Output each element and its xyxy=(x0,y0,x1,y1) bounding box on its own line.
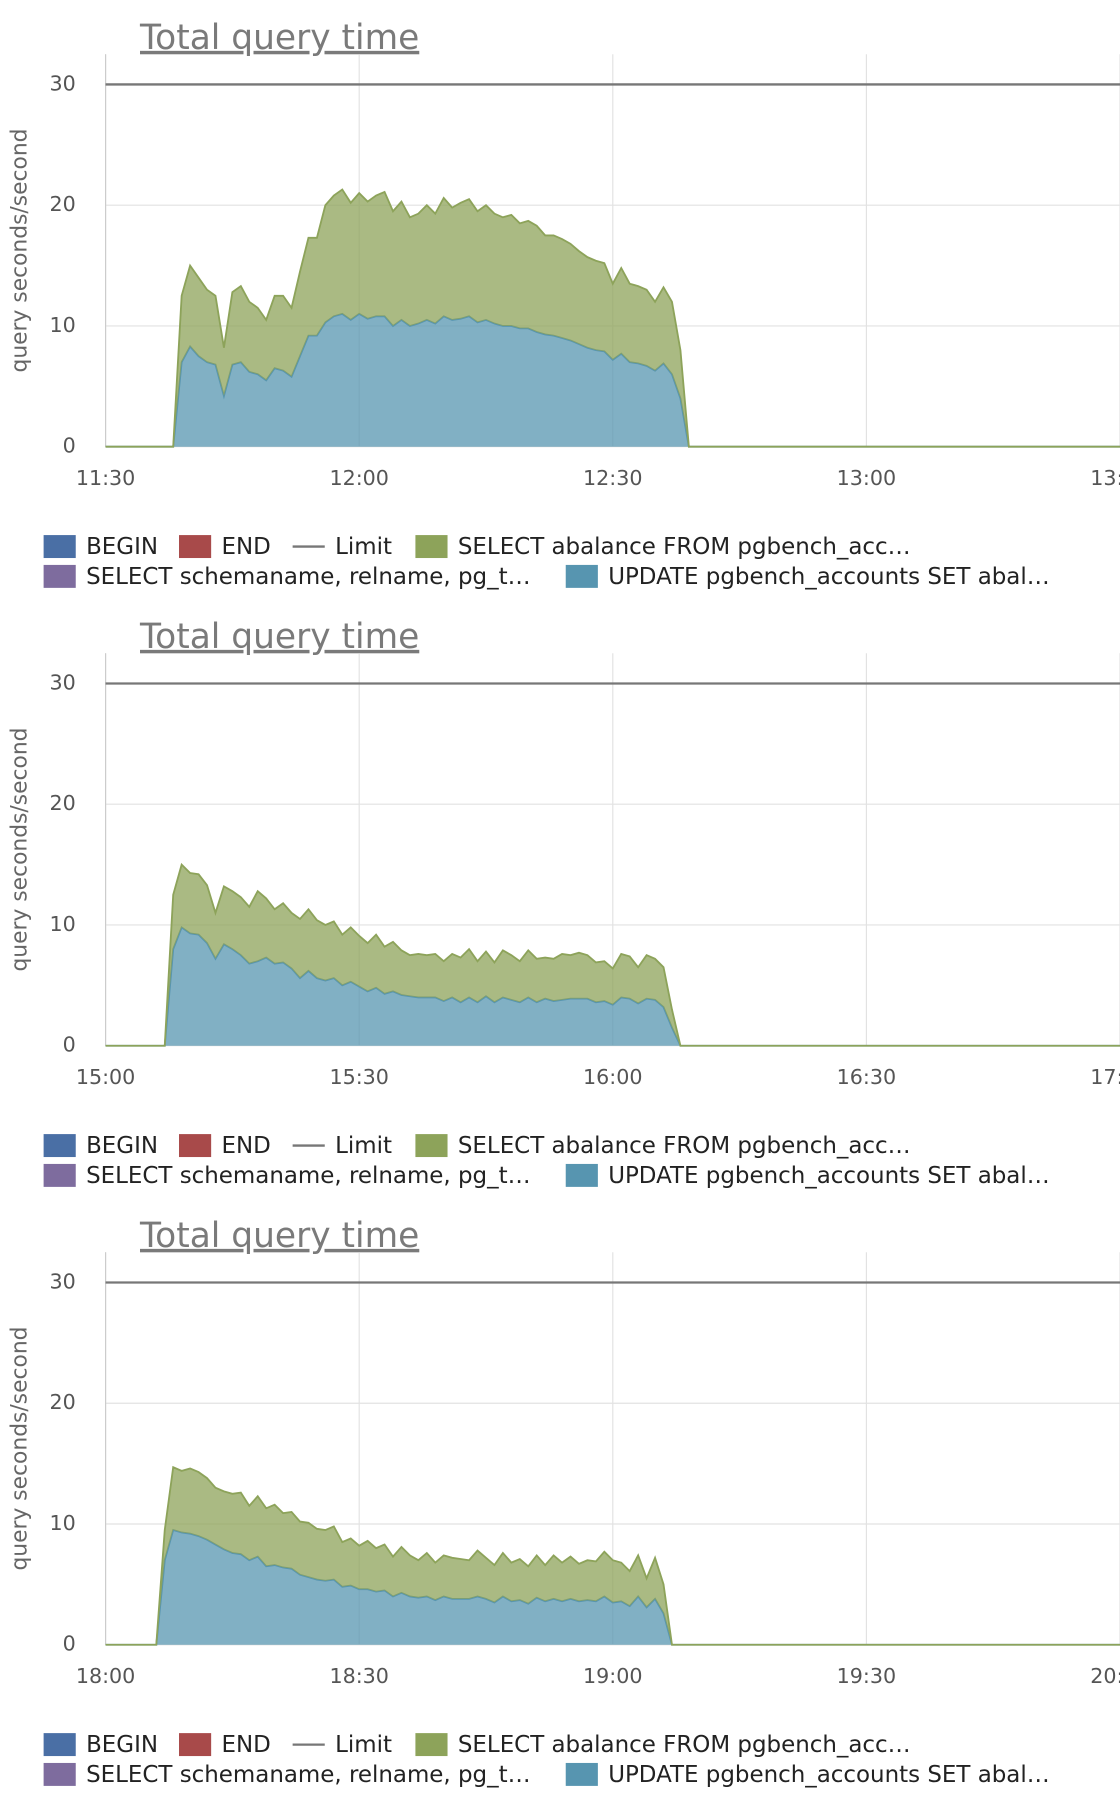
legend-swatch xyxy=(179,535,212,559)
legend-swatch xyxy=(43,535,76,559)
chart: Total query time query seconds/second 0 10 2… xyxy=(8,1216,1120,1788)
legend-label: Limit xyxy=(335,534,392,560)
x-tick-label: 16:00 xyxy=(583,1065,642,1089)
legend-swatch xyxy=(43,564,76,588)
legend-label: END xyxy=(221,1732,270,1758)
legend-swatch xyxy=(43,1134,76,1158)
y-tick-label: 0 xyxy=(63,1033,76,1057)
legend-label: SELECT schemaname, relname, pg_t… xyxy=(86,564,530,590)
legend-label: END xyxy=(221,534,270,560)
legend-label: UPDATE pgbench_accounts SET abal… xyxy=(608,1762,1050,1788)
legend-label: END xyxy=(221,1133,270,1159)
chart: Total query time query seconds/second 0 10 2… xyxy=(8,18,1120,590)
legend-label: SELECT abalance FROM pgbench_acc… xyxy=(458,534,911,560)
y-tick-label: 0 xyxy=(63,434,76,458)
legend-swatch xyxy=(565,564,598,588)
y-axis-label: query seconds/second xyxy=(8,727,33,971)
x-tick-label: 18:30 xyxy=(329,1664,388,1688)
legend-label: SELECT abalance FROM pgbench_acc… xyxy=(458,1133,911,1159)
x-tick-label: 15:30 xyxy=(329,1065,388,1089)
y-axis-label: query seconds/second xyxy=(8,128,33,372)
chart: Total query time query seconds/second 0 10 2… xyxy=(8,617,1120,1189)
area-line xyxy=(105,1465,1120,1646)
legend-label: SELECT abalance FROM pgbench_acc… xyxy=(458,1732,911,1758)
chart-title: Total query time xyxy=(139,1216,419,1256)
legend-swatch xyxy=(415,535,448,559)
legend-label: BEGIN xyxy=(86,534,158,560)
legend-swatch xyxy=(565,1762,598,1786)
legend-label: Limit xyxy=(335,1133,392,1159)
y-tick-label: 30 xyxy=(49,670,75,694)
x-tick-label: 12:30 xyxy=(583,466,642,490)
x-tick-label: 16:30 xyxy=(837,1065,896,1089)
area-line xyxy=(105,862,1120,1047)
x-tick-label: 13:00 xyxy=(837,466,896,490)
chart-title: Total query time xyxy=(139,18,419,58)
y-tick-label: 20 xyxy=(49,791,75,815)
area-line xyxy=(105,188,1120,448)
x-tick-label: 18:00 xyxy=(76,1664,135,1688)
x-tick-label: 13:30 xyxy=(1090,466,1120,490)
x-tick-label: 17:00 xyxy=(1090,1065,1120,1089)
x-tick-label: 15:00 xyxy=(76,1065,135,1089)
y-tick-label: 0 xyxy=(63,1632,76,1656)
legend-label: BEGIN xyxy=(86,1133,158,1159)
legend-swatch xyxy=(415,1134,448,1158)
legend-swatch xyxy=(43,1163,76,1187)
legend-label: UPDATE pgbench_accounts SET abal… xyxy=(608,564,1050,590)
legend-swatch xyxy=(565,1163,598,1187)
area xyxy=(105,1467,1120,1645)
legend-swatch xyxy=(43,1762,76,1786)
area xyxy=(105,864,1120,1046)
area xyxy=(105,189,1120,447)
x-tick-label: 19:30 xyxy=(837,1664,896,1688)
y-tick-label: 20 xyxy=(49,192,75,216)
legend-label: BEGIN xyxy=(86,1732,158,1758)
y-tick-label: 10 xyxy=(49,313,75,337)
y-axis-label: query seconds/second xyxy=(8,1327,33,1571)
y-tick-label: 30 xyxy=(49,1269,75,1293)
legend-swatch xyxy=(179,1134,212,1158)
y-tick-label: 20 xyxy=(49,1390,75,1414)
x-tick-label: 20:00 xyxy=(1090,1664,1120,1688)
area xyxy=(105,927,1120,1046)
legend-swatch xyxy=(43,1733,76,1757)
x-tick-label: 19:00 xyxy=(583,1664,642,1688)
legend-label: Limit xyxy=(335,1732,392,1758)
x-tick-label: 11:30 xyxy=(76,466,135,490)
legend-swatch xyxy=(415,1733,448,1757)
area xyxy=(105,1530,1120,1645)
legend-label: SELECT schemaname, relname, pg_t… xyxy=(86,1762,530,1788)
y-tick-label: 10 xyxy=(49,1511,75,1535)
x-tick-label: 12:00 xyxy=(329,466,388,490)
y-tick-label: 30 xyxy=(49,71,75,95)
y-tick-label: 10 xyxy=(49,912,75,936)
area xyxy=(105,313,1120,447)
legend-label: SELECT schemaname, relname, pg_t… xyxy=(86,1163,530,1189)
legend-label: UPDATE pgbench_accounts SET abal… xyxy=(608,1163,1050,1189)
legend-swatch xyxy=(179,1733,212,1757)
chart-title: Total query time xyxy=(139,617,419,657)
